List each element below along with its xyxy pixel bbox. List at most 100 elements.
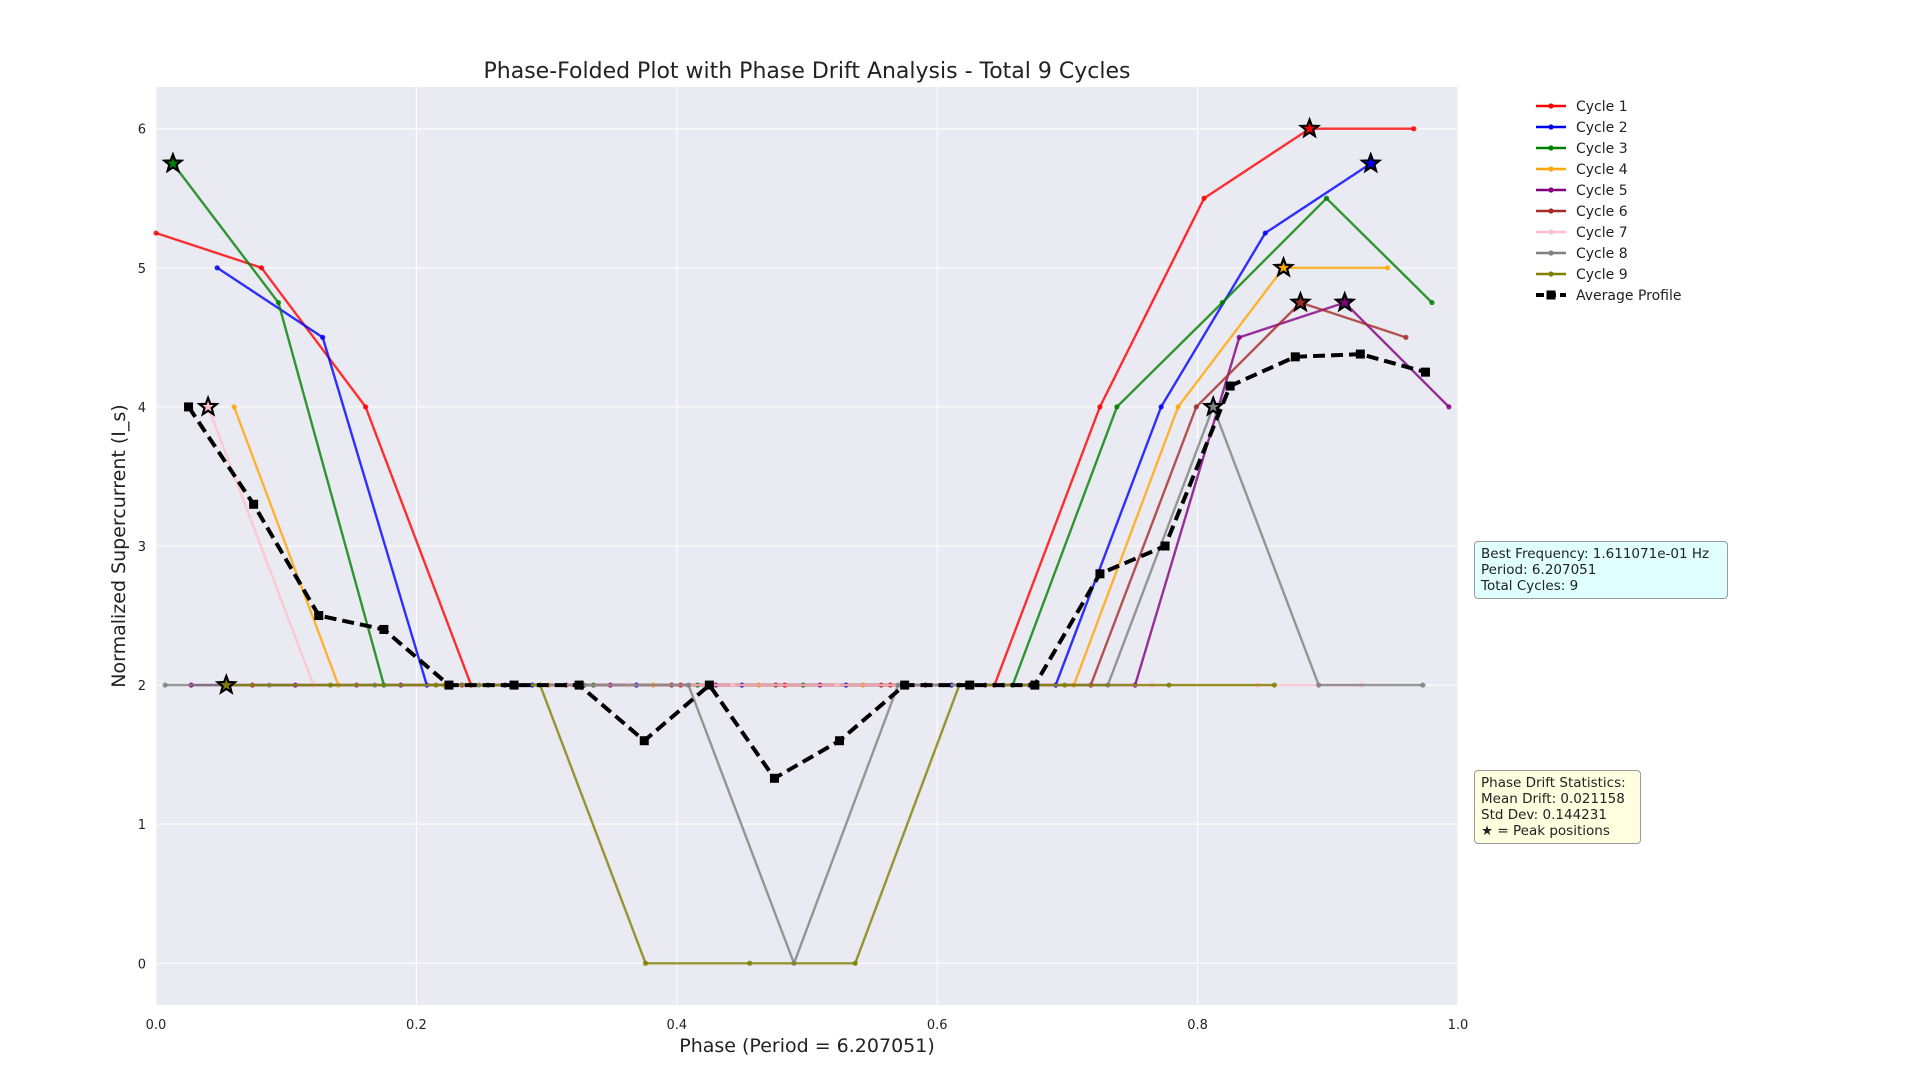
- legend-label: Cycle 1: [1576, 99, 1628, 115]
- y-tick-label: 4: [138, 401, 146, 416]
- y-tick-label: 0: [138, 957, 146, 972]
- cycle-9-point: [1271, 682, 1278, 688]
- period-text: Period: 6.207051: [1481, 562, 1597, 578]
- cycle-6-point: [1193, 404, 1199, 410]
- cycle-4-peak-star: [1271, 255, 1296, 278]
- cycle-4-point: [1175, 404, 1181, 410]
- mean-drift-text: Mean Drift: 0.021158: [1481, 791, 1625, 807]
- cycle-6-peak-star: [1288, 290, 1313, 313]
- total-cycles-text: Total Cycles: 9: [1481, 578, 1579, 594]
- cycle-9-point: [642, 960, 649, 966]
- average-profile-line: [186, 352, 1427, 781]
- cycle-3-point: [1429, 299, 1435, 306]
- cycle-8-point: [895, 682, 901, 688]
- y-tick-label: 3: [138, 540, 146, 555]
- cycle-7-peak-star: [196, 394, 220, 417]
- average-profile-point: [1225, 381, 1235, 391]
- cycle-1-point: [153, 230, 159, 236]
- legend-marker: [1548, 166, 1554, 172]
- cycle-7-point: [834, 682, 840, 688]
- average-profile-point: [1290, 352, 1300, 362]
- cycle-4-point: [1385, 265, 1391, 271]
- x-tick-label: 0.4: [666, 1018, 687, 1033]
- legend-label: Cycle 7: [1576, 225, 1628, 241]
- cycle-9-point: [747, 960, 753, 966]
- legend-label: Cycle 9: [1576, 267, 1628, 283]
- legend-marker: [1548, 229, 1554, 235]
- std-dev-text: Std Dev: 0.144231: [1481, 807, 1607, 823]
- average-profile-point: [965, 680, 975, 690]
- x-tick-label: 0.8: [1187, 1018, 1208, 1033]
- cycle-2-point: [1262, 230, 1268, 236]
- cycle-3-point: [275, 299, 281, 306]
- legend-item-cycle-2: Cycle 2: [1536, 120, 1628, 136]
- legend-marker: [1548, 250, 1554, 256]
- cycle-1-point: [1411, 126, 1417, 132]
- legend-marker: [1548, 187, 1554, 193]
- legend-item-cycle-9: Cycle 9: [1536, 267, 1628, 283]
- frequency-info-box: Best Frequency: 1.611071e-01 Hz Period: …: [1474, 541, 1728, 599]
- cycle-4-point: [231, 404, 237, 410]
- cycle-8-point: [1420, 682, 1426, 688]
- average-profile-point: [704, 680, 714, 690]
- average-profile-point: [639, 736, 649, 746]
- average-profile-point: [379, 624, 389, 634]
- series-average-profile: [184, 349, 1430, 783]
- legend: Cycle 1 Cycle 2 Cycle 3 Cycle 4 Cycle 5 Cycle…: [1536, 99, 1681, 304]
- legend-item-cycle-7: Cycle 7: [1536, 225, 1628, 241]
- cycle-9-peak-star: [214, 672, 238, 695]
- cycle-6-point: [1403, 334, 1409, 340]
- cycle-3-peak-star: [161, 151, 185, 174]
- y-tick-label: 6: [138, 123, 146, 138]
- cycle-9-point: [1062, 682, 1068, 688]
- ticks: 0.0 0.2 0.4 0.6 0.8 1.0 0 1 2 3 4 5 6: [138, 123, 1469, 1033]
- average-profile-point: [444, 680, 454, 690]
- legend-item-average-profile: Average Profile: [1536, 288, 1681, 304]
- legend-label: Cycle 6: [1576, 204, 1628, 220]
- cycle-1-point: [1201, 195, 1207, 201]
- average-profile-point: [574, 680, 584, 690]
- y-tick-label: 1: [138, 818, 146, 833]
- cycle-2-point: [214, 265, 220, 271]
- phase-drift-box: Phase Drift Statistics: Mean Drift: 0.02…: [1474, 770, 1641, 844]
- cycle-8-peak-star: [1201, 394, 1225, 417]
- legend-label: Cycle 4: [1576, 162, 1628, 178]
- cycle-2-point: [320, 334, 326, 340]
- cycle-9-point: [1166, 682, 1172, 688]
- legend-item-cycle-3: Cycle 3: [1536, 141, 1628, 157]
- best-frequency-text: Best Frequency: 1.611071e-01 Hz: [1481, 546, 1710, 562]
- legend-item-cycle-4: Cycle 4: [1536, 162, 1628, 178]
- chart-title: Phase-Folded Plot with Phase Drift Analy…: [484, 59, 1131, 84]
- cycle-3-point: [1219, 299, 1225, 306]
- cycle-3-point: [1323, 195, 1330, 201]
- average-profile-point: [900, 680, 910, 690]
- average-profile-point: [1355, 349, 1365, 359]
- cycle-8-point: [1316, 682, 1322, 688]
- legend-marker: [1548, 208, 1554, 214]
- average-profile-point: [314, 611, 324, 621]
- cycle-3-point: [1114, 404, 1120, 410]
- cycle-2-peak-star: [1359, 151, 1383, 174]
- legend-marker: [1546, 290, 1556, 300]
- drift-title-text: Phase Drift Statistics:: [1481, 775, 1626, 791]
- average-profile-point: [1420, 367, 1430, 377]
- peak-note-text: ★ = Peak positions: [1481, 823, 1610, 839]
- legend-marker: [1548, 145, 1554, 151]
- average-profile-point: [769, 773, 779, 783]
- cycle-1-point: [1097, 404, 1103, 410]
- x-tick-label: 1.0: [1448, 1018, 1469, 1033]
- legend-item-cycle-8: Cycle 8: [1536, 246, 1628, 262]
- x-tick-label: 0.2: [406, 1018, 427, 1033]
- y-tick-label: 5: [138, 262, 146, 277]
- legend-marker: [1548, 124, 1554, 130]
- x-axis-label: Phase (Period = 6.207051): [679, 1035, 935, 1057]
- cycle-9-point: [852, 960, 858, 966]
- average-profile-point: [509, 680, 519, 690]
- cycle-8-point: [685, 682, 692, 688]
- peak-markers: [161, 116, 1383, 695]
- x-tick-label: 0.6: [927, 1018, 948, 1033]
- legend-label: Cycle 2: [1576, 120, 1628, 136]
- average-profile-point: [184, 402, 194, 412]
- x-tick-label: 0.0: [146, 1018, 167, 1033]
